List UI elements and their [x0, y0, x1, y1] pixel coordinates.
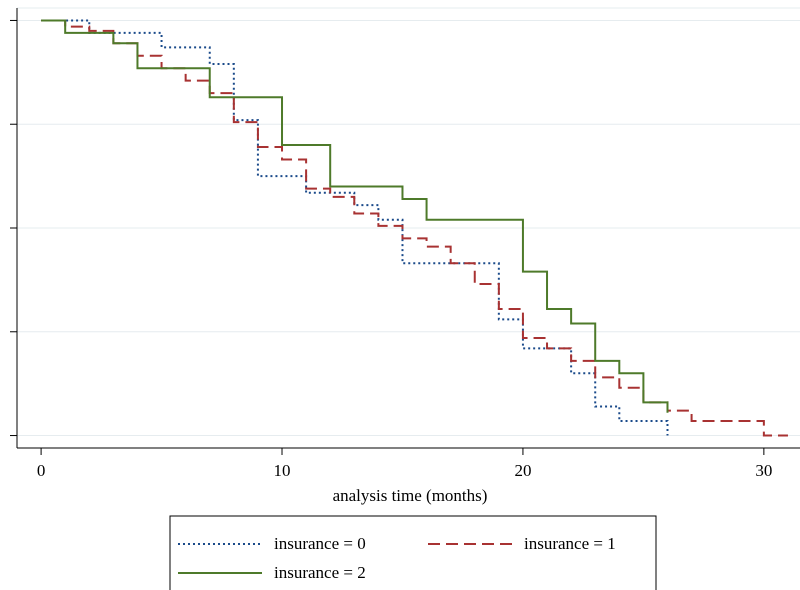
- series-layer: [41, 19, 788, 437]
- grid-lines: [17, 7, 800, 437]
- legend-label-0: insurance = 0: [274, 534, 366, 553]
- series-line-1: [41, 19, 788, 437]
- x-tick-label-0: 0: [37, 461, 46, 480]
- x-tick-label-2: 20: [514, 461, 531, 480]
- legend-label-2: insurance = 2: [274, 563, 366, 582]
- x-axis-label: analysis time (months): [333, 486, 488, 505]
- legend: insurance = 0 insurance = 1 insurance = 2: [169, 515, 657, 590]
- legend-box: [169, 515, 657, 590]
- series-line-2: [41, 19, 669, 413]
- axes: 0 10 20 30: [10, 8, 800, 480]
- x-tick-label-3: 30: [755, 461, 772, 480]
- legend-label-1: insurance = 1: [524, 534, 616, 553]
- x-tick-label-1: 10: [274, 461, 291, 480]
